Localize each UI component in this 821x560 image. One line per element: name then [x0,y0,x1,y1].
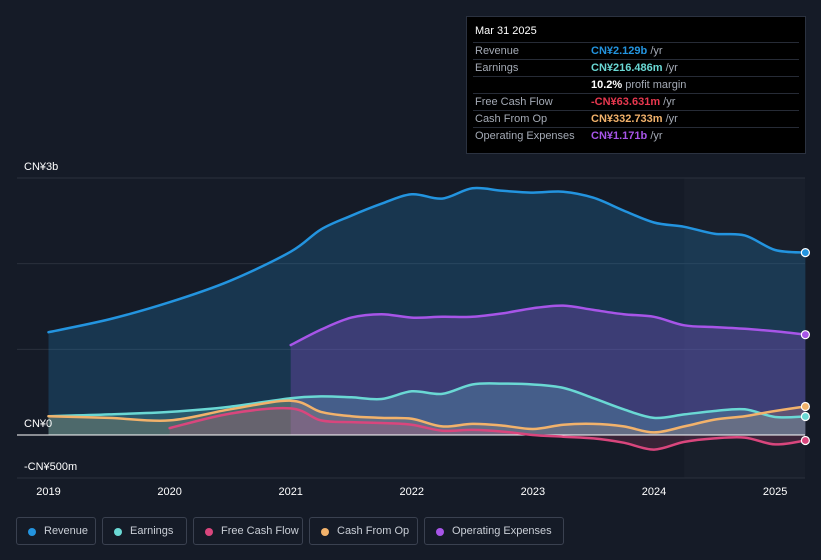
tooltip-row-label: Cash From Op [475,113,548,125]
revenue-dot-icon [28,528,36,536]
tooltip-unit-text: /yr [662,113,678,125]
x-tick-label: 2021 [278,486,302,498]
tooltip: Mar 31 2025 Revenue CN¥2.129b /yr Earnings… [466,16,806,154]
tooltip-row-value: -CN¥63.631m /yr [591,96,675,108]
revenue-line [47,186,807,334]
y-tick-label: CN¥0 [24,418,52,430]
free-cash-flow-end-marker [800,435,810,446]
x-tick-label: 2022 [400,486,424,498]
tooltip-row: Revenue CN¥2.129b /yr [473,42,799,60]
x-tick-label: 2025 [763,486,787,498]
operating-expenses-line [289,304,807,347]
y-tick-label: CN¥3b [24,161,58,173]
tooltip-row-label: Revenue [475,45,520,57]
free-cash-flow-dot-icon [205,528,213,536]
operating-expenses-dot-icon [436,528,444,536]
x-tick-label: 2020 [157,486,181,498]
y-tick-label: -CN¥500m [24,461,77,473]
tooltip-value-text: 10.2% [591,79,623,91]
earnings-dot-icon [114,528,122,536]
tooltip-row: Operating Expenses CN¥1.171b /yr [473,127,799,145]
tooltip-row-value: CN¥1.171b /yr [591,130,663,142]
tooltip-value-text: CN¥1.171b [591,130,648,142]
x-tick-label: 2023 [521,486,545,498]
legend-label: Earnings [130,525,174,537]
tooltip-row-value: CN¥332.733m /yr [591,113,678,125]
tooltip-date: Mar 31 2025 [475,25,537,37]
tooltip-unit-text: /yr [662,62,678,74]
cash-from-op-end-marker [800,401,810,412]
tooltip-row: 10.2% profit margin [473,76,799,94]
tooltip-value-text: CN¥216.486m [591,62,663,74]
tooltip-row-label: Earnings [475,62,519,74]
revenue-area [48,187,806,435]
legend-label: Free Cash Flow [221,525,299,537]
legend-item-free-cash-flow[interactable]: Free Cash Flow [193,517,303,545]
revenue-end-marker [800,248,810,258]
operating-expenses-area [290,305,806,435]
tooltip-unit-text: /yr [647,45,663,57]
tooltip-unit-text: /yr [647,130,663,142]
tooltip-row-label: Operating Expenses [475,130,575,142]
chart: CN¥3b CN¥0 -CN¥500m 2019 2020 2021 2022 2023 20… [17,161,810,498]
tooltip-unit-text: /yr [660,96,676,108]
x-tick-label: 2024 [642,486,666,498]
tooltip-row-value: CN¥2.129b /yr [591,45,663,57]
tooltip-value-text: CN¥332.733m [591,113,663,125]
x-tick-label: 2019 [36,486,60,498]
tooltip-row-label: Free Cash Flow [475,96,553,108]
tooltip-value-text: CN¥2.129b [591,45,648,57]
legend-label: Operating Expenses [452,525,552,537]
free-cash-flow-area [169,408,806,450]
earnings-end-marker [800,411,810,422]
legend-item-operating-expenses[interactable]: Operating Expenses [424,517,564,545]
tooltip-value-text: -CN¥63.631m [591,96,661,108]
legend-item-revenue[interactable]: Revenue [16,517,96,545]
tooltip-unit-text: profit margin [622,79,687,91]
tooltip-row: Earnings CN¥216.486m /yr [473,59,799,77]
tooltip-row: Cash From Op CN¥332.733m /yr [473,110,799,128]
legend-item-cash-from-op[interactable]: Cash From Op [309,517,418,545]
legend-label: Cash From Op [337,525,410,537]
cash-from-op-dot-icon [321,528,329,536]
legend-item-earnings[interactable]: Earnings [102,517,187,545]
tooltip-row: Free Cash Flow -CN¥63.631m /yr [473,93,799,111]
legend-label: Revenue [44,525,89,537]
tooltip-row-value: 10.2% profit margin [591,79,686,91]
free-cash-flow-line [168,406,807,451]
cash-from-op-line [47,399,807,434]
earnings-area [48,383,806,435]
operating-expenses-end-marker [800,330,810,340]
tooltip-row-value: CN¥216.486m /yr [591,62,678,74]
earnings-line [47,382,807,420]
